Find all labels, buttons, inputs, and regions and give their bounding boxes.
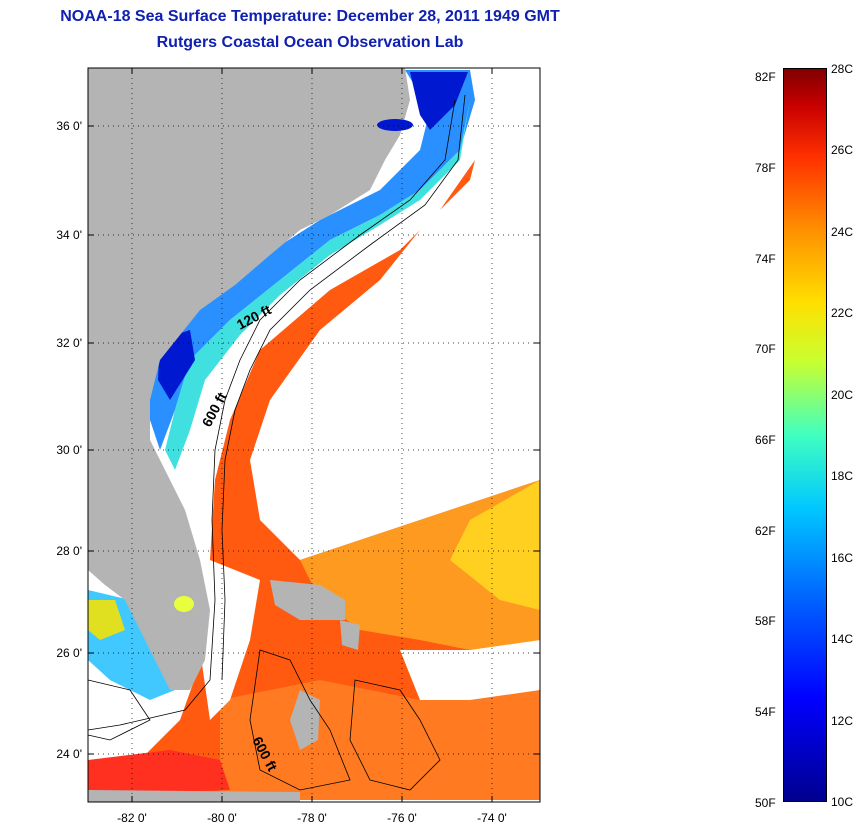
graticule [88,68,540,802]
temperature-colorbar [783,68,827,802]
deep-cold-water-north [410,72,468,130]
lat-label-36: 36 0' [56,119,82,133]
colorbar-c-20: 20C [831,388,854,402]
bahamas-island-1 [270,580,345,620]
colorbar-c-24: 24C [831,225,854,239]
bahamas-island-3 [340,620,360,650]
cuba-land [88,790,300,802]
lat-label-30: 30 0' [56,443,82,457]
lat-label-28: 28 0' [56,544,82,558]
lat-label-34: 34 0' [56,228,82,242]
lon-label-82: -82 0' [117,811,147,825]
map-subtitle: Rutgers Coastal Ocean Observation Lab [156,34,464,51]
colorbar-c-28: 28C [831,62,854,76]
land [88,68,410,802]
lat-label-26: 26 0' [56,646,82,660]
colorbar-f-82: 82F [755,70,776,84]
colorbar-f-50: 50F [755,796,776,810]
lon-label-76: -76 0' [387,811,417,825]
lake-okeechobee [174,596,194,612]
us-east-coast-land [88,68,410,690]
colorbar-c-22: 22C [831,306,854,320]
yellow-offshore-patch [450,480,540,610]
colorbar-f-62: 62F [755,524,776,538]
colorbar-c-10: 10C [831,795,854,809]
colorbar-f-70: 70F [755,342,776,356]
colorbar-f-66: 66F [755,433,776,447]
colorbar-c-18: 18C [831,469,854,483]
colorbar-c-26: 26C [831,143,854,157]
tick-marks [88,68,540,802]
lon-label-78: -78 0' [297,811,327,825]
colorbar-f-78: 78F [755,161,776,175]
colorbar-f-58: 58F [755,614,776,628]
lon-label-74: -74 0' [477,811,507,825]
colorbar-c-14: 14C [831,632,854,646]
colorbar-f-54: 54F [755,705,776,719]
lat-label-24: 24 0' [56,747,82,761]
cloud-cover [200,70,540,720]
keys-red-water [88,750,230,795]
map-title: NOAA-18 Sea Surface Temperature: Decembe… [60,8,560,25]
colorbar-c-16: 16C [831,551,854,565]
bahamas-island-2 [290,690,320,750]
lon-label-80: -80 0' [207,811,237,825]
lat-label-32: 32 0' [56,336,82,350]
gulf-yellow-water [88,600,125,640]
colorbar-c-12: 12C [831,714,854,728]
bathymetry-contours [87,94,466,791]
colorbar-f-74: 74F [755,252,776,266]
pamlico-sound [377,119,413,131]
